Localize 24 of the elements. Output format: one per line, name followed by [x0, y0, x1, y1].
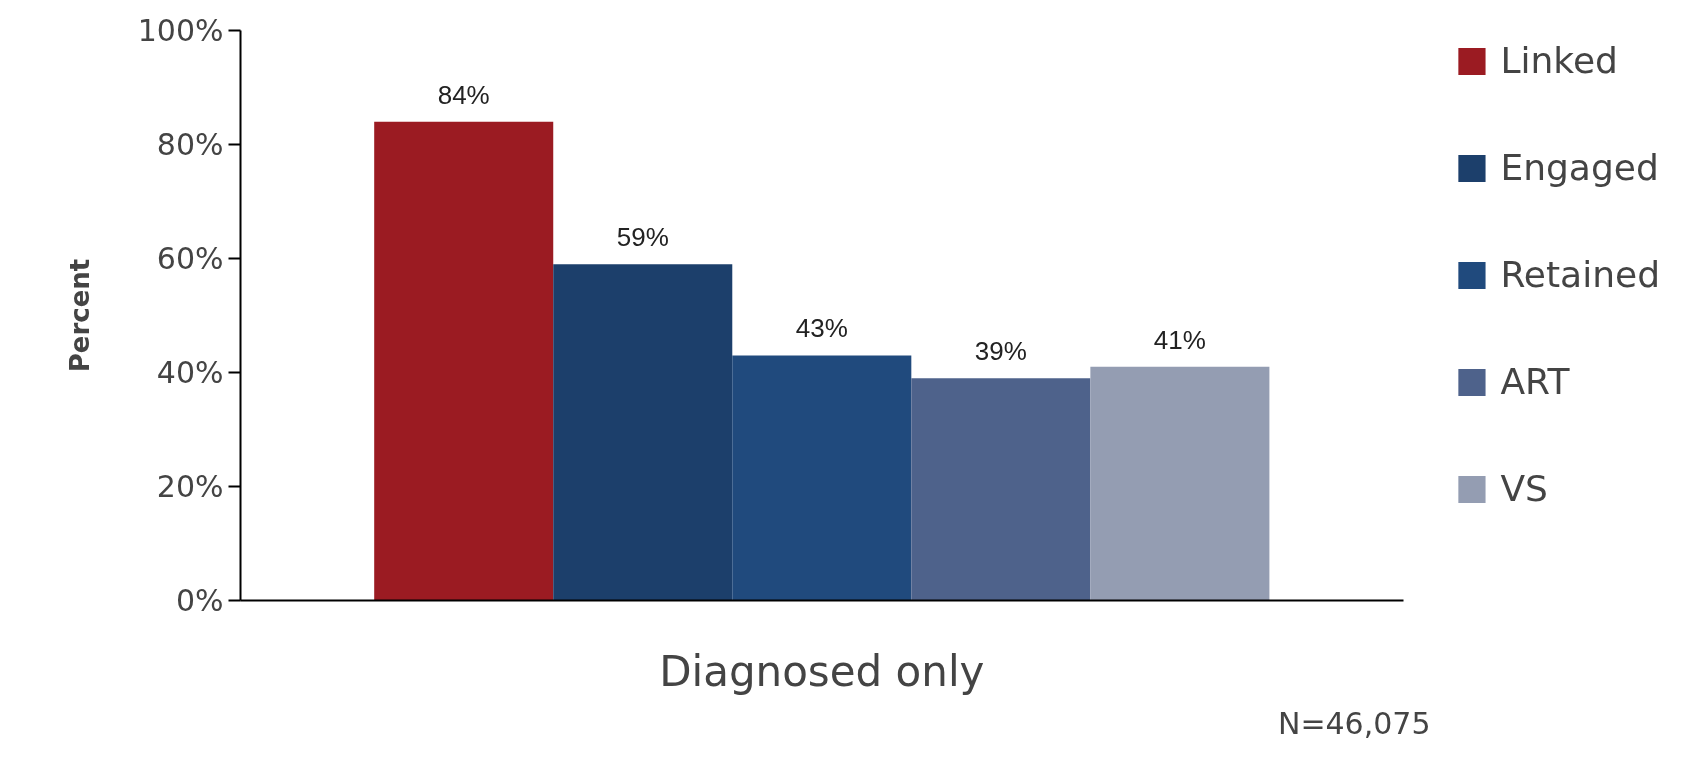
bar — [911, 378, 1091, 601]
legend-label: Retained — [1500, 254, 1660, 295]
legend-label: Engaged — [1500, 147, 1659, 188]
y-tick-label: 20% — [156, 469, 224, 504]
y-tick-label: 60% — [156, 241, 224, 276]
text: N=46,075 — [1277, 705, 1431, 741]
bar — [732, 355, 912, 601]
y-tick-label: 0% — [175, 583, 224, 618]
bar — [374, 121, 554, 601]
data-label: 39% — [974, 336, 1027, 367]
bar — [1090, 366, 1270, 601]
bar — [553, 264, 733, 601]
y-tick-label: 100% — [137, 13, 224, 48]
data-label: 59% — [616, 222, 669, 253]
y-axis-title: Percent — [64, 258, 95, 373]
data-label: 43% — [795, 313, 848, 344]
y-tick-label: 80% — [156, 127, 224, 162]
legend-label: Linked — [1500, 40, 1618, 81]
legend-label: VS — [1500, 468, 1548, 509]
legend-label: ART — [1500, 361, 1570, 402]
data-label: 84% — [437, 79, 490, 110]
y-tick-label: 40% — [156, 355, 224, 390]
x-tick-label: Diagnosed only — [659, 646, 985, 696]
data-label: 41% — [1153, 324, 1206, 355]
